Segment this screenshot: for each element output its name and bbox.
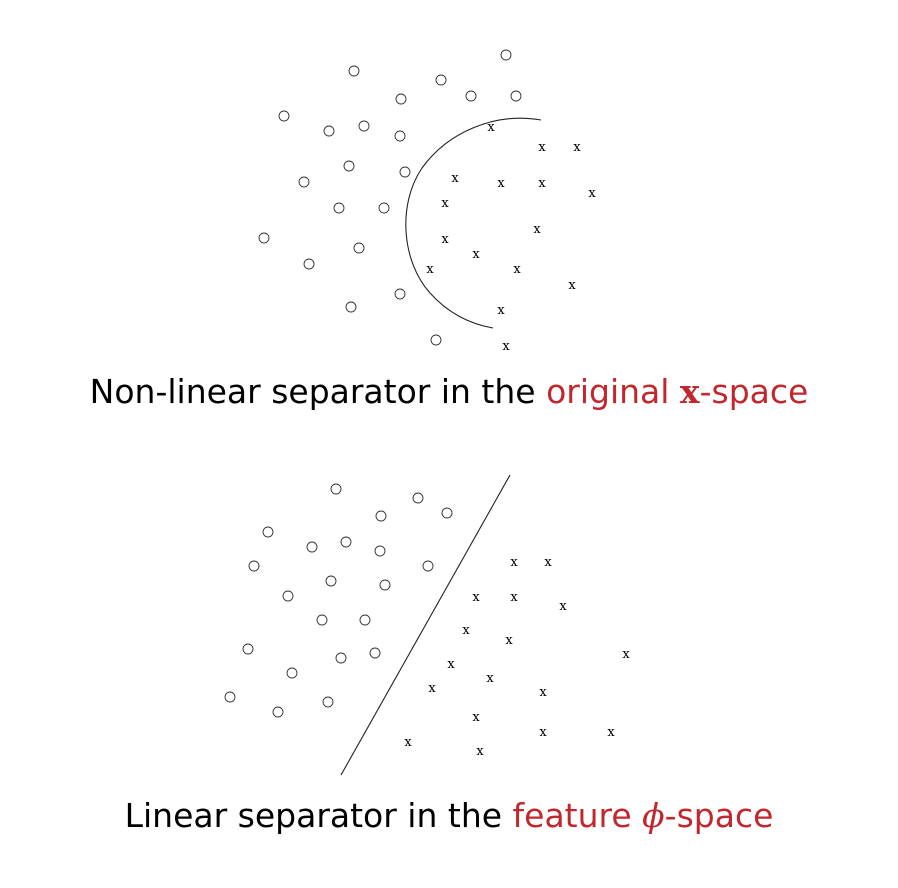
circle-point: [500, 49, 512, 61]
cross-point: x: [505, 633, 513, 648]
circle-point: [286, 667, 298, 679]
cross-point: x: [539, 685, 547, 700]
cross-point: x: [502, 339, 510, 354]
circle-point: [316, 614, 328, 626]
caption-text: Linear separator in the: [124, 796, 513, 835]
circle-point: [242, 643, 254, 655]
circle-point: [353, 242, 365, 254]
circle-point: [465, 90, 477, 102]
circle-point: [379, 579, 391, 591]
class-circle-points: [224, 483, 453, 718]
circle-point: [435, 74, 447, 86]
cross-point: x: [573, 140, 581, 155]
cross-point: x: [472, 247, 480, 262]
circle-point: [224, 691, 236, 703]
circle-point: [394, 288, 406, 300]
caption-highlight: feature: [512, 796, 643, 835]
circle-point: [282, 590, 294, 602]
cross-point: x: [544, 555, 552, 570]
cross-point: x: [622, 647, 630, 662]
linear-separator-line: [340, 474, 511, 776]
cross-point: x: [539, 725, 547, 740]
cross-point: x: [441, 196, 449, 211]
circle-point: [395, 93, 407, 105]
cross-point: x: [607, 725, 615, 740]
circle-point: [343, 160, 355, 172]
caption-highlight: original: [546, 372, 680, 411]
circle-point: [306, 541, 318, 553]
circle-point: [303, 258, 315, 270]
cross-point: x: [441, 232, 449, 247]
circle-point: [394, 130, 406, 142]
circle-point: [375, 510, 387, 522]
feature-space-caption: Linear separator in the feature ϕ-space: [0, 796, 898, 835]
circle-point: [340, 536, 352, 548]
circle-point: [278, 110, 290, 122]
circle-point: [399, 166, 411, 178]
cross-point: x: [533, 222, 541, 237]
original-space-caption: Non-linear separator in the original x-s…: [0, 372, 898, 411]
cross-point: x: [472, 710, 480, 725]
cross-point: x: [476, 744, 484, 759]
circle-point: [345, 301, 357, 313]
circle-point: [430, 334, 442, 346]
circle-point: [323, 125, 335, 137]
cross-point: x: [486, 671, 494, 686]
circle-point: [510, 90, 522, 102]
caption-highlight-suffix: -space: [664, 796, 774, 835]
circle-point: [272, 706, 284, 718]
cross-point: x: [497, 176, 505, 191]
cross-point: x: [559, 599, 567, 614]
cross-point: x: [428, 681, 436, 696]
cross-point: x: [472, 590, 480, 605]
circle-point: [359, 614, 371, 626]
cross-point: x: [513, 262, 521, 277]
cross-point: x: [510, 555, 518, 570]
x-vector-symbol: x: [679, 372, 700, 411]
circle-point: [330, 483, 342, 495]
circle-point: [374, 545, 386, 557]
circle-point: [335, 652, 347, 664]
cross-point: x: [404, 735, 412, 750]
circle-point: [258, 232, 270, 244]
circle-point: [422, 560, 434, 572]
circle-point: [378, 202, 390, 214]
circle-point: [412, 492, 424, 504]
class-circle-points: [258, 49, 522, 346]
phi-symbol: ϕ: [642, 796, 665, 835]
cross-point: x: [447, 657, 455, 672]
circle-point: [325, 575, 337, 587]
cross-point: x: [451, 171, 459, 186]
circle-point: [441, 507, 453, 519]
cross-point: x: [588, 186, 596, 201]
cross-point: x: [487, 120, 495, 135]
circle-point: [348, 65, 360, 77]
caption-highlight-suffix: -space: [699, 372, 809, 411]
nonlinear-separator-curve: [405, 117, 542, 329]
cross-point: x: [538, 176, 546, 191]
circle-point: [262, 526, 274, 538]
caption-text: Non-linear separator in the: [89, 372, 547, 411]
circle-point: [333, 202, 345, 214]
cross-point: x: [538, 140, 546, 155]
cross-point: x: [510, 590, 518, 605]
circle-point: [322, 696, 334, 708]
circle-point: [248, 560, 260, 572]
cross-point: x: [462, 623, 470, 638]
circle-point: [358, 120, 370, 132]
cross-point: x: [568, 278, 576, 293]
circle-point: [298, 176, 310, 188]
circle-point: [369, 647, 381, 659]
cross-point: x: [497, 303, 505, 318]
cross-point: x: [426, 262, 434, 277]
